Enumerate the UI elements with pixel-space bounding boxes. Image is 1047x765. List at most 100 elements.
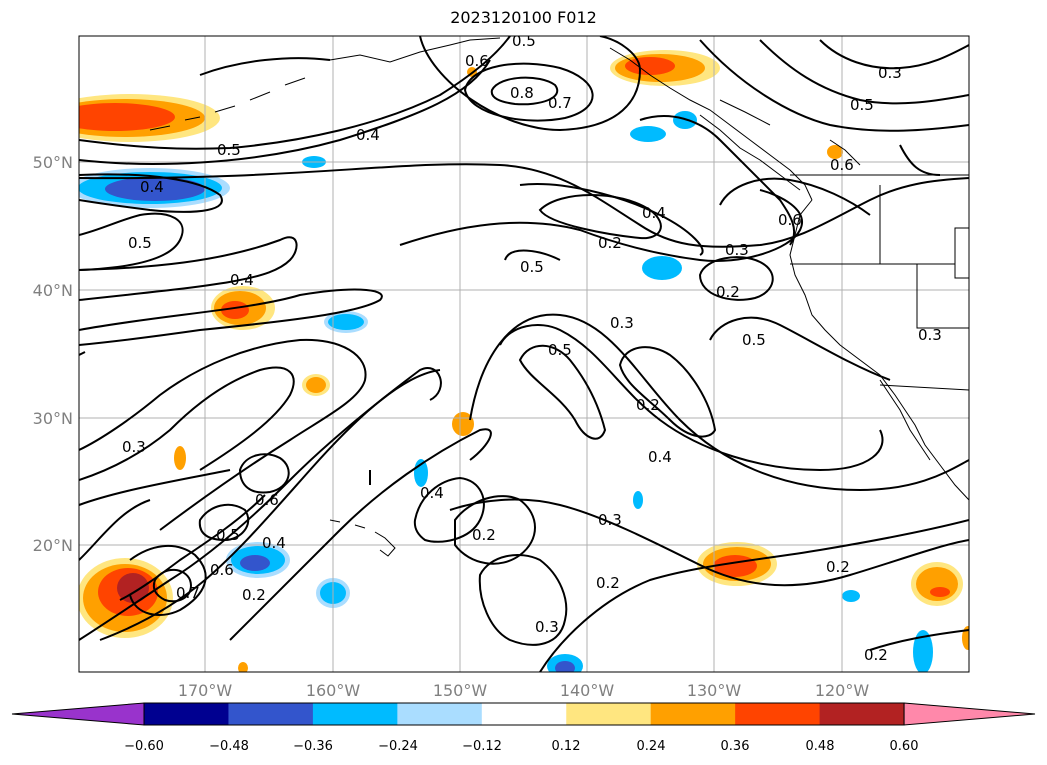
contour-label: 0.6 xyxy=(830,156,854,174)
contour-label: 0.4 xyxy=(262,534,286,552)
contour-label: 0.2 xyxy=(864,646,888,664)
contour-line xyxy=(478,554,568,646)
contour-label: 0.5 xyxy=(512,32,536,50)
longitude-label: 160°W xyxy=(306,681,361,700)
contour-line xyxy=(79,288,383,346)
contour-line xyxy=(539,519,969,672)
shade-negative xyxy=(642,256,682,280)
contour-label: 0.4 xyxy=(140,178,164,196)
baja-coast xyxy=(879,379,931,461)
north-america-coast xyxy=(789,199,969,501)
shade-negative xyxy=(633,491,643,509)
shade-negative xyxy=(240,555,270,571)
longitude-label: 120°W xyxy=(815,681,870,700)
shade-negative xyxy=(913,630,933,672)
contour-line xyxy=(699,39,969,132)
latitude-label: 20°N xyxy=(33,536,73,555)
contour-labels: 0.5 0.6 0.8 0.7 0.4 0.5 0.4 0.5 0.4 0.2 … xyxy=(122,32,942,664)
contour-line xyxy=(79,236,298,301)
longitude-label: 170°W xyxy=(178,681,233,700)
contour-line xyxy=(698,256,774,301)
contour-line xyxy=(79,469,231,506)
alaska-islands xyxy=(149,77,306,131)
contour-line xyxy=(869,629,969,651)
colorbar-segment xyxy=(144,703,229,725)
longitude-label: 130°W xyxy=(687,681,742,700)
contour-label: 0.4 xyxy=(356,126,380,144)
contour-label: 0.3 xyxy=(725,241,749,259)
shade-negative xyxy=(328,314,364,330)
colorbar-extend-low xyxy=(11,702,145,726)
contour-label: 0.6 xyxy=(778,211,802,229)
border-lines xyxy=(790,174,969,391)
contour-label: 0.4 xyxy=(642,204,666,222)
contour-label: 0.2 xyxy=(598,234,622,252)
contour-line xyxy=(454,495,536,565)
contour-label: 0.2 xyxy=(716,283,740,301)
contour-label: 0.3 xyxy=(918,326,942,344)
contour-label: 0.4 xyxy=(420,484,444,502)
contour-label: 0.7 xyxy=(548,94,572,112)
colorbar-segment xyxy=(650,703,736,725)
contour-label: 0.5 xyxy=(128,234,152,252)
contour-line xyxy=(538,194,662,240)
contour-label: 0.8 xyxy=(510,84,534,102)
colorbar-tick-label: −0.24 xyxy=(378,739,418,754)
contour-label: 0.3 xyxy=(878,64,902,82)
contour-label: 0.3 xyxy=(598,511,622,529)
contour-line xyxy=(229,428,492,641)
latitude-label: 30°N xyxy=(33,409,73,428)
contour-line xyxy=(79,173,223,213)
colorbar-labels: −0.60 −0.48 −0.36 −0.24 −0.12 0.12 0.24 … xyxy=(124,739,918,754)
colorbar-segment xyxy=(228,703,314,725)
latitude-axis: 50°N 40°N 30°N 20°N xyxy=(33,153,73,555)
contour-line xyxy=(490,76,559,106)
colorbar-outline xyxy=(143,702,905,726)
contour-line xyxy=(79,59,491,165)
contour-label: 0.2 xyxy=(242,586,266,604)
colorbar-segment xyxy=(312,703,398,725)
colorbar-extend-high xyxy=(903,702,1036,726)
contour-line xyxy=(518,344,607,440)
contour-line xyxy=(129,544,207,616)
colorbar-tick-label: −0.12 xyxy=(462,739,502,754)
colorbar-segment xyxy=(819,703,905,725)
contour-line xyxy=(79,351,86,356)
contour-line xyxy=(199,57,331,76)
colorbar-segment xyxy=(566,703,652,725)
contour-line xyxy=(79,163,969,248)
contour-line xyxy=(79,36,511,150)
contour-line xyxy=(99,369,441,641)
bc-fjords xyxy=(699,99,861,191)
contour-line xyxy=(79,366,295,481)
shade-positive xyxy=(306,377,326,393)
contour-line xyxy=(469,313,969,492)
shade-positive xyxy=(79,103,175,131)
hawaii-islands xyxy=(329,519,396,557)
contour-label: 0.3 xyxy=(122,438,146,456)
shade-negative xyxy=(105,177,205,201)
contour-line xyxy=(449,498,969,587)
contour-label: 0.4 xyxy=(648,448,672,466)
shade-positive xyxy=(238,662,248,672)
longitude-label: 150°W xyxy=(433,681,488,700)
plot-frame xyxy=(78,35,970,673)
contour-label: 0.6 xyxy=(465,52,489,70)
contour-label: 0.2 xyxy=(826,558,850,576)
contour-line xyxy=(79,499,151,561)
contour-line xyxy=(419,36,642,132)
contour-label: 0.2 xyxy=(596,574,620,592)
colorbar-tick-label: −0.60 xyxy=(124,739,164,754)
contour-line xyxy=(819,39,969,70)
contour-line xyxy=(618,346,717,438)
alaska-coast xyxy=(329,37,813,201)
contour-label: 0.2 xyxy=(636,396,660,414)
latitude-label: 50°N xyxy=(33,153,73,172)
latitude-label: 40°N xyxy=(33,281,73,300)
longitude-axis: 170°W 160°W 150°W 140°W 130°W 120°W xyxy=(178,681,870,700)
contour-line xyxy=(759,39,969,105)
shade-positive xyxy=(827,145,843,159)
contour-line xyxy=(719,177,871,216)
contour-line xyxy=(238,453,290,494)
contour-label: 0.2 xyxy=(472,526,496,544)
